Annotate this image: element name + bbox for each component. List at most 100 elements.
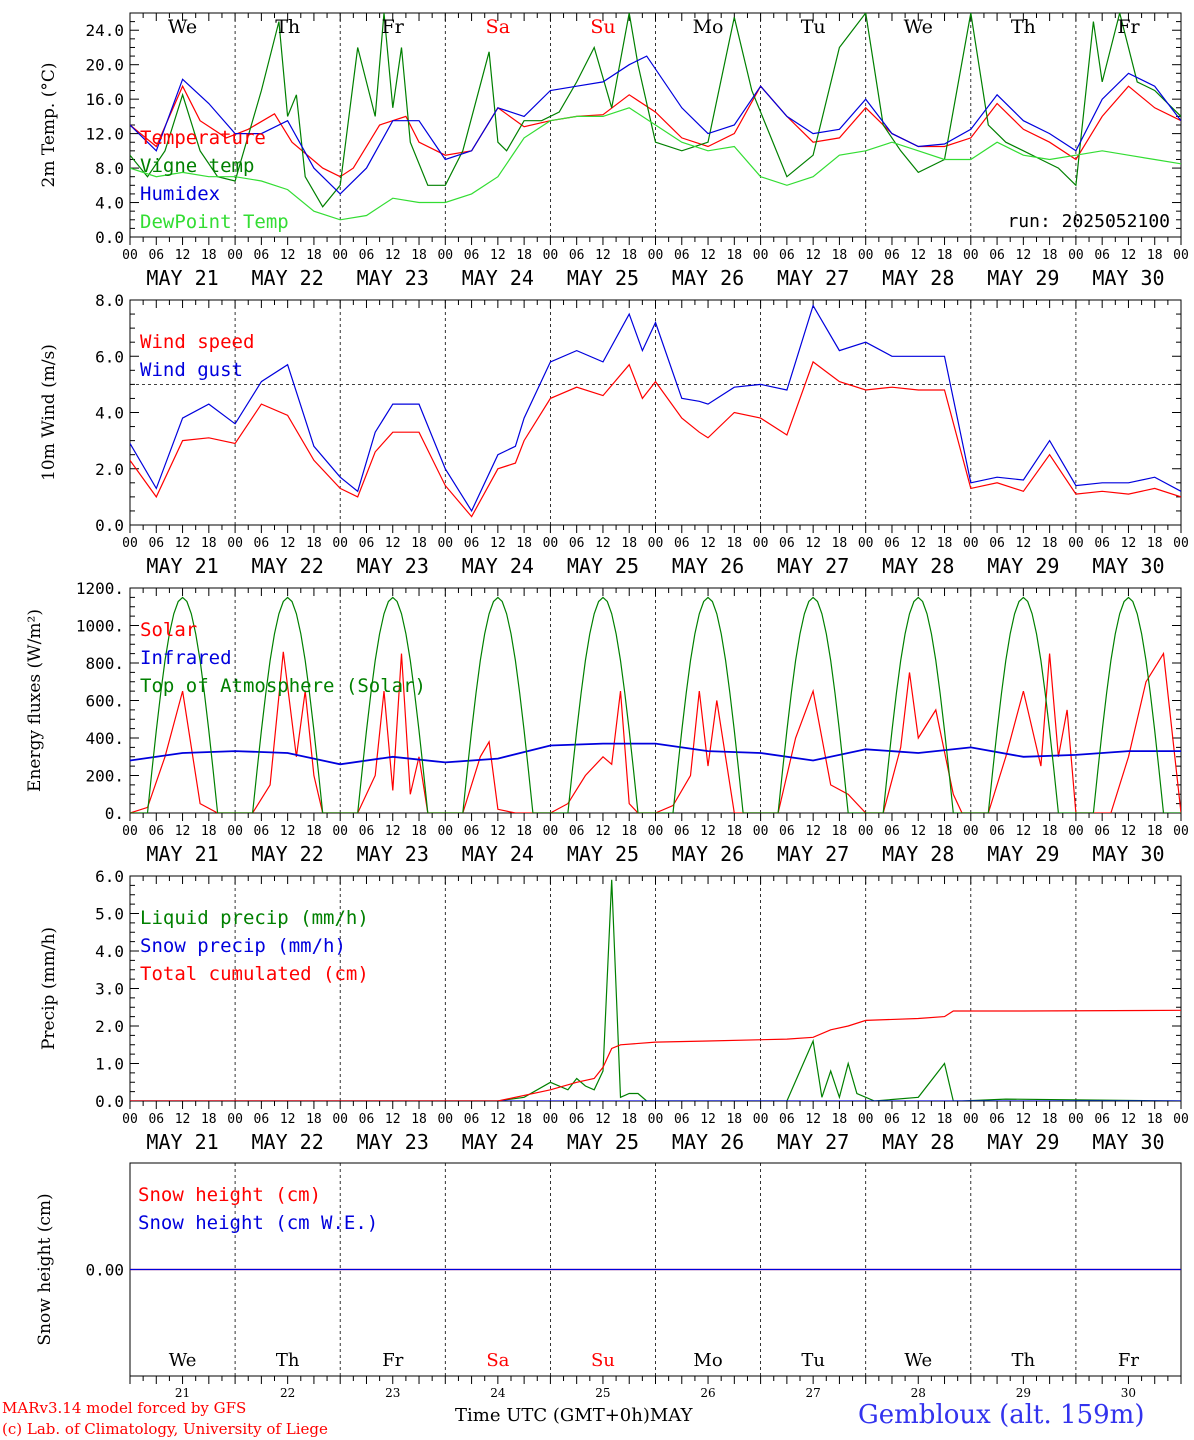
hour-tick-label: 18 — [832, 1112, 848, 1127]
weekday-label-bottom: Mo — [693, 1350, 722, 1371]
hour-tick-label: 12 — [700, 248, 716, 263]
panel-4 — [129, 875, 1182, 1109]
hour-tick-label: 18 — [306, 1112, 322, 1127]
hour-tick-label: 18 — [516, 248, 532, 263]
hour-tick-label: 00 — [963, 1112, 979, 1127]
hour-tick-label: 12 — [805, 824, 821, 839]
hour-tick-label: 00 — [648, 248, 664, 263]
legend-entry: Vigne temp — [140, 155, 254, 177]
weekday-label-top: Sa — [486, 16, 510, 38]
model-label: MARv3.14 model forced by GFS — [2, 1399, 247, 1417]
hour-tick-label: 06 — [569, 248, 585, 263]
hour-tick-label: 06 — [359, 824, 375, 839]
hour-tick-label: 06 — [254, 1112, 270, 1127]
hour-tick-label: 00 — [332, 536, 348, 551]
y-tick-label: 2.0 — [95, 460, 124, 479]
hour-tick-label: 06 — [148, 824, 164, 839]
model-credit: MARv3.14 model forced by GFS (c) Lab. of… — [2, 1398, 328, 1440]
hour-tick-label: 18 — [726, 1112, 742, 1127]
hour-tick-label: 12 — [385, 536, 401, 551]
weekday-label-top: Th — [275, 16, 300, 38]
date-label: MAY 26 — [672, 842, 744, 866]
hour-tick-label: 12 — [175, 1112, 191, 1127]
y-tick-label: 20.0 — [85, 56, 124, 75]
date-label: MAY 28 — [882, 266, 954, 290]
time-axis-label: Time UTC (GMT+0h) — [455, 1405, 650, 1426]
panel-3 — [129, 587, 1182, 821]
panel-1 — [129, 12, 1182, 245]
date-label: MAY 21 — [146, 266, 218, 290]
hour-tick-label: 00 — [543, 1112, 559, 1127]
legend-entry: Snow height (cm) — [138, 1184, 321, 1206]
hour-tick-label: 06 — [1094, 1112, 1110, 1127]
hour-tick-label: 06 — [779, 824, 795, 839]
hour-tick-label: 18 — [937, 536, 953, 551]
hour-tick-label: 12 — [175, 536, 191, 551]
hour-tick-label: 06 — [674, 248, 690, 263]
hour-tick-label: 18 — [621, 248, 637, 263]
date-label: MAY 23 — [357, 554, 429, 578]
date-label: MAY 25 — [567, 1130, 639, 1154]
hour-tick-label: 06 — [1094, 824, 1110, 839]
time-axis-title: Time UTC (GMT+0h)MAY — [455, 1405, 692, 1426]
day-number-label: 27 — [806, 1386, 821, 1400]
hour-tick-label: 06 — [779, 248, 795, 263]
lab-credit: (c) Lab. of Climatology, University of L… — [2, 1420, 328, 1438]
y-tick-label: 12.0 — [85, 125, 124, 144]
y-tick-label: 6.0 — [95, 867, 124, 886]
hour-tick-label: 18 — [1042, 536, 1058, 551]
hour-tick-label: 12 — [1016, 536, 1032, 551]
weekday-label-bottom: Su — [591, 1350, 615, 1371]
hour-tick-label: 18 — [1042, 1112, 1058, 1127]
series-line — [130, 742, 1181, 766]
hour-tick-label: 12 — [805, 1112, 821, 1127]
hour-tick-label: 12 — [490, 1112, 506, 1127]
date-label: MAY 24 — [462, 842, 534, 866]
hour-tick-label: 12 — [1121, 536, 1137, 551]
hour-tick-label: 00 — [1068, 536, 1084, 551]
y-tick-label: 0.0 — [95, 516, 124, 535]
y-tick-label: 0.0 — [95, 1092, 124, 1111]
date-label: MAY 26 — [672, 554, 744, 578]
weekday-label-top: Tu — [801, 16, 826, 38]
day-number-label: 29 — [1016, 1386, 1031, 1400]
hour-tick-label: 18 — [726, 824, 742, 839]
hour-tick-label: 00 — [332, 824, 348, 839]
hour-tick-label: 00 — [332, 1112, 348, 1127]
hour-tick-label: 12 — [910, 1112, 926, 1127]
hour-tick-label: 00 — [858, 824, 874, 839]
hour-tick-label: 12 — [385, 1112, 401, 1127]
hour-tick-label: 18 — [516, 824, 532, 839]
hour-tick-label: 06 — [884, 1112, 900, 1127]
hour-tick-label: 12 — [1016, 248, 1032, 263]
hour-tick-label: 06 — [569, 536, 585, 551]
date-label: MAY 23 — [357, 266, 429, 290]
hour-tick-label: 00 — [1173, 1112, 1189, 1127]
panel-2 — [129, 299, 1182, 533]
hour-tick-label: 12 — [1121, 1112, 1137, 1127]
date-label: MAY 25 — [567, 554, 639, 578]
hour-tick-label: 06 — [254, 824, 270, 839]
hour-tick-label: 06 — [989, 1112, 1005, 1127]
y-tick-label: 8.0 — [95, 291, 124, 310]
hour-tick-label: 12 — [595, 536, 611, 551]
hour-tick-label: 12 — [910, 248, 926, 263]
plot-frame — [129, 587, 1182, 814]
hour-tick-label: 06 — [884, 824, 900, 839]
date-label: MAY 27 — [777, 266, 849, 290]
y-axis-title: Precip (mm/h) — [39, 927, 59, 1050]
date-label: MAY 29 — [987, 1130, 1059, 1154]
hour-tick-label: 00 — [227, 1112, 243, 1127]
y-tick-label: 8.0 — [95, 159, 124, 178]
hour-tick-label: 00 — [753, 824, 769, 839]
hour-tick-label: 18 — [516, 1112, 532, 1127]
date-label: MAY 23 — [357, 842, 429, 866]
hour-tick-label: 00 — [753, 248, 769, 263]
legend-entry: Snow precip (mm/h) — [140, 935, 346, 957]
date-label: MAY 24 — [462, 266, 534, 290]
day-number-label: 28 — [911, 1386, 926, 1400]
hour-tick-label: 18 — [726, 248, 742, 263]
date-label: MAY 22 — [252, 1130, 324, 1154]
hour-tick-label: 00 — [437, 536, 453, 551]
